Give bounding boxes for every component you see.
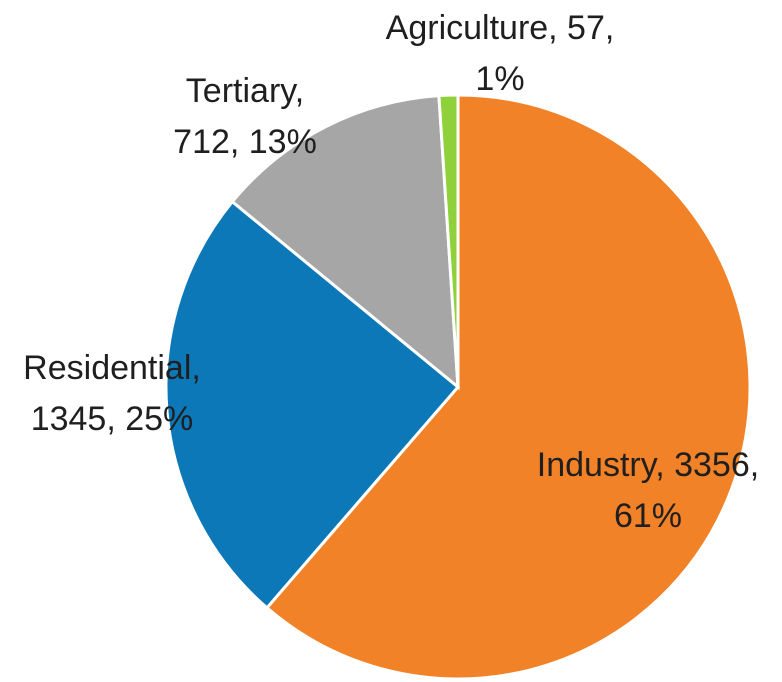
data-label: 712, 13% (173, 123, 317, 161)
pie-slice (264, 93, 752, 681)
data-label: Industry, 3356, (537, 446, 759, 484)
pie-slice (230, 94, 460, 391)
data-label: 1345, 25% (31, 400, 194, 438)
data-label: 1% (475, 60, 524, 98)
pie-slice (437, 93, 460, 388)
data-label: Agriculture, 57, (386, 9, 615, 47)
pie-slice (164, 199, 461, 610)
data-label: Tertiary, (186, 72, 304, 110)
data-label: 61% (614, 497, 682, 535)
data-label: Residential, (23, 349, 201, 387)
